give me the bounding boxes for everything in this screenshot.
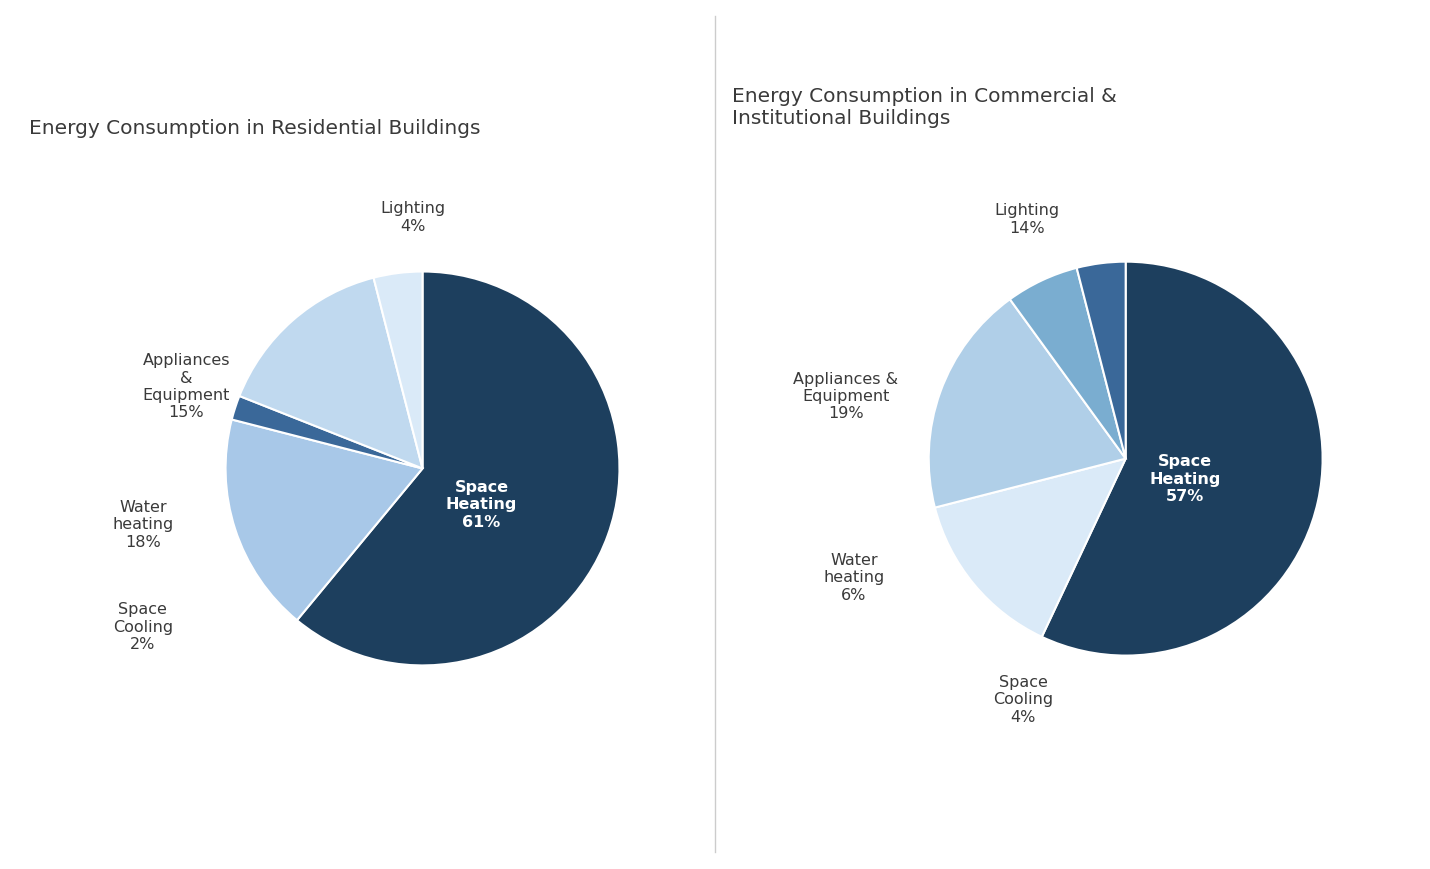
Text: Space
Heating
57%: Space Heating 57%	[1150, 454, 1220, 504]
Wedge shape	[239, 278, 422, 469]
Wedge shape	[232, 396, 422, 469]
Text: Space
Cooling
2%: Space Cooling 2%	[113, 601, 173, 651]
Text: Water
heating
6%: Water heating 6%	[824, 553, 885, 602]
Wedge shape	[1077, 262, 1125, 459]
Wedge shape	[928, 300, 1125, 508]
Text: Water
heating
18%: Water heating 18%	[112, 499, 173, 549]
Wedge shape	[373, 272, 422, 469]
Wedge shape	[1042, 262, 1323, 656]
Text: Energy Consumption in Commercial &
Institutional Buildings: Energy Consumption in Commercial & Insti…	[732, 87, 1117, 128]
Wedge shape	[226, 420, 422, 620]
Wedge shape	[1010, 269, 1125, 459]
Text: Lighting
4%: Lighting 4%	[380, 201, 445, 233]
Wedge shape	[297, 272, 619, 666]
Text: Lighting
14%: Lighting 14%	[995, 202, 1060, 235]
Wedge shape	[935, 459, 1125, 637]
Text: Space
Heating
61%: Space Heating 61%	[446, 480, 518, 529]
Text: Appliances &
Equipment
19%: Appliances & Equipment 19%	[794, 371, 898, 421]
Text: Energy Consumption in Residential Buildings: Energy Consumption in Residential Buildi…	[29, 118, 480, 137]
Text: Appliances
&
Equipment
15%: Appliances & Equipment 15%	[143, 353, 230, 420]
Text: Space
Cooling
4%: Space Cooling 4%	[994, 674, 1054, 724]
